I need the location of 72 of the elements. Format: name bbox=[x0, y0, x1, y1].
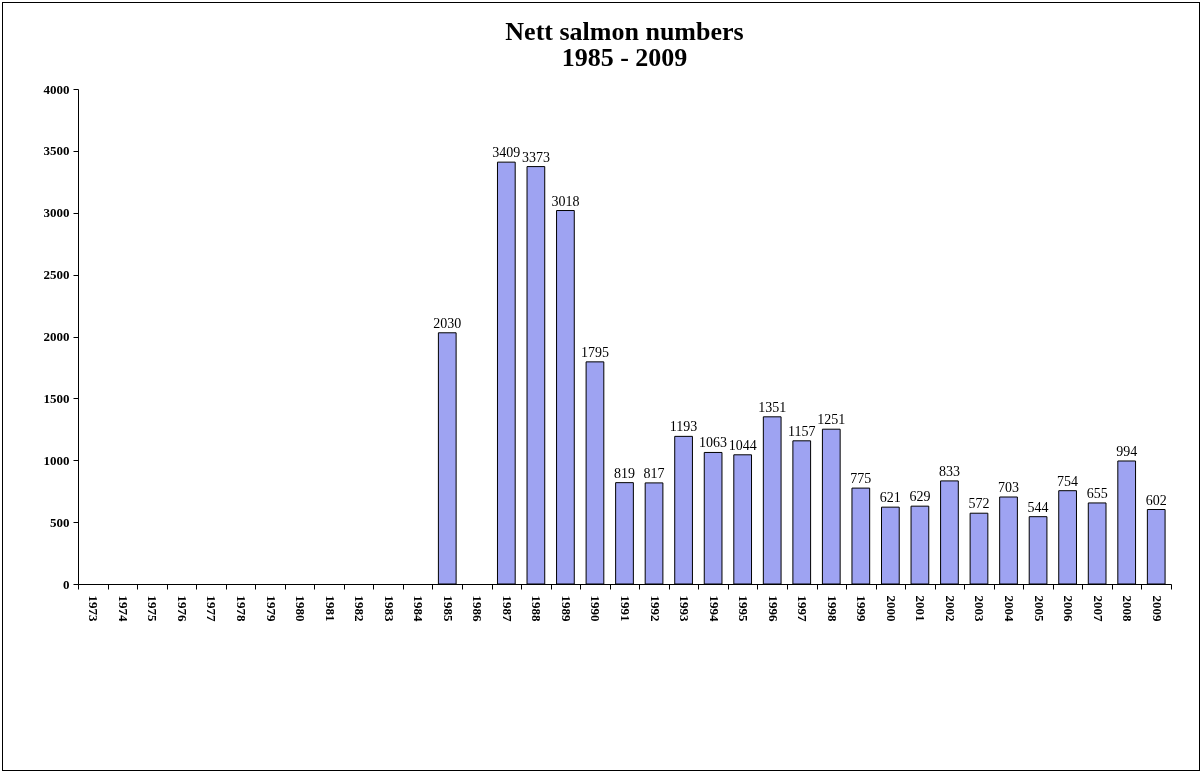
y-tick-label: 3000 bbox=[43, 205, 70, 221]
y-tick-label: 2000 bbox=[43, 329, 70, 344]
data-label: 1351 bbox=[758, 399, 787, 415]
x-tick-label: 1984 bbox=[411, 595, 427, 622]
data-label: 833 bbox=[938, 463, 960, 479]
y-tick-label: 500 bbox=[50, 514, 70, 530]
x-tick-label: 1978 bbox=[233, 595, 249, 622]
data-label: 1251 bbox=[817, 412, 846, 428]
data-label: 775 bbox=[850, 471, 872, 487]
data-label: 703 bbox=[998, 480, 1020, 495]
data-label: 754 bbox=[1057, 473, 1079, 489]
x-tick-label: 1988 bbox=[529, 595, 545, 622]
data-label: 2030 bbox=[433, 315, 462, 331]
x-tick-label: 1993 bbox=[677, 595, 693, 622]
data-label: 994 bbox=[1116, 443, 1138, 459]
y-tick-label: 1500 bbox=[43, 390, 70, 406]
y-tick-label: 3500 bbox=[43, 143, 70, 159]
x-tick-label: 1987 bbox=[499, 595, 515, 622]
x-tick-label: 1997 bbox=[795, 595, 811, 622]
data-label: 572 bbox=[968, 496, 990, 512]
data-label: 602 bbox=[1145, 492, 1167, 508]
data-label: 817 bbox=[643, 465, 665, 481]
data-label: 1193 bbox=[669, 419, 698, 435]
x-tick-label: 1991 bbox=[618, 595, 633, 622]
x-tick-label: 2004 bbox=[1002, 595, 1018, 622]
chart-subtitle: 1985 - 2009 bbox=[561, 43, 688, 72]
x-tick-label: 2005 bbox=[1031, 595, 1047, 622]
x-tick-label: 1985 bbox=[440, 595, 456, 622]
data-label: 3018 bbox=[551, 193, 580, 209]
x-tick-label: 1981 bbox=[322, 595, 338, 622]
data-label: 629 bbox=[909, 489, 931, 505]
x-tick-label: 1979 bbox=[263, 595, 279, 622]
data-label: 544 bbox=[1027, 499, 1049, 515]
data-label: 1044 bbox=[728, 437, 757, 453]
y-tick-label: 1000 bbox=[43, 452, 70, 468]
x-tick-label: 1990 bbox=[588, 595, 604, 622]
x-tick-label: 2003 bbox=[972, 595, 988, 622]
x-tick-label: 1982 bbox=[352, 595, 368, 622]
x-tick-label: 1974 bbox=[115, 595, 131, 622]
x-tick-label: 2007 bbox=[1090, 595, 1106, 622]
x-tick-label: 1996 bbox=[765, 595, 781, 622]
x-tick-label: 1992 bbox=[647, 595, 663, 622]
x-tick-label: 1977 bbox=[204, 595, 220, 622]
data-label: 1063 bbox=[699, 435, 728, 451]
x-tick-label: 2009 bbox=[1149, 595, 1165, 622]
x-tick-label: 2002 bbox=[942, 595, 958, 622]
data-label: 621 bbox=[879, 490, 901, 506]
x-tick-label: 1998 bbox=[824, 595, 840, 622]
y-tick-label: 0 bbox=[63, 576, 70, 592]
x-tick-label: 2000 bbox=[883, 595, 899, 622]
x-tick-label: 1976 bbox=[174, 595, 190, 622]
x-tick-label: 1980 bbox=[293, 595, 309, 622]
x-tick-label: 2001 bbox=[913, 595, 929, 622]
x-tick-label: 1989 bbox=[558, 595, 574, 622]
y-tick-label: 2500 bbox=[43, 267, 70, 283]
data-label: 819 bbox=[614, 465, 635, 481]
x-tick-label: 1995 bbox=[736, 595, 752, 622]
data-label: 655 bbox=[1086, 485, 1108, 501]
data-label: 1157 bbox=[788, 423, 816, 439]
chart-title: Nett salmon numbers bbox=[505, 17, 744, 46]
data-label: 3373 bbox=[521, 149, 550, 165]
data-label: 1795 bbox=[580, 344, 609, 360]
x-tick-label: 1994 bbox=[706, 595, 722, 622]
x-tick-label: 2006 bbox=[1061, 595, 1077, 622]
y-tick-label: 4000 bbox=[43, 81, 70, 97]
x-tick-label: 1983 bbox=[381, 595, 397, 622]
x-tick-label: 1973 bbox=[86, 595, 102, 622]
x-tick-label: 1975 bbox=[145, 595, 161, 622]
x-tick-label: 2008 bbox=[1120, 595, 1136, 622]
data-label: 3409 bbox=[492, 145, 521, 161]
x-tick-label: 1986 bbox=[470, 595, 486, 622]
x-tick-label: 1999 bbox=[854, 595, 870, 622]
